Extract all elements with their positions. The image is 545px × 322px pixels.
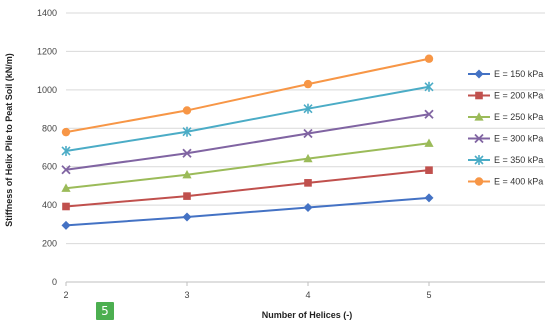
grid-lines [66,12,545,245]
data-point [182,169,192,179]
legend: E = 150 kPa E = 200 kPa E = 250 kPa E = 300… [468,69,543,187]
legend-label: E = 350 kPa [494,155,543,165]
x-tick-label: 4 [305,290,310,300]
data-point [424,193,434,203]
legend-marker [474,177,484,186]
data-point [61,145,71,156]
marker-stroke [424,109,434,119]
series-line [65,113,430,171]
legend-marker [474,133,484,144]
data-point [182,212,192,222]
series-group [61,54,434,230]
series-line [65,57,430,134]
data-point [303,103,313,114]
y-tick-label: 1000 [37,85,57,95]
data-point [303,128,313,139]
y-tick-label: 200 [42,239,57,249]
axes [65,281,545,286]
data-point [62,202,70,211]
x-tick-labels: 2 3 4 5 [63,290,431,300]
legend-label: E = 300 kPa [494,134,543,144]
data-point [425,166,433,174]
series-line [65,169,430,208]
data-point [61,165,71,175]
data-point [424,81,434,92]
legend-item: E = 350 kPa [468,155,543,165]
x-tick-label: 2 [63,290,68,300]
series-line [65,142,430,190]
data-point [61,183,71,192]
y-tick-label: 400 [42,200,57,210]
legend-marker [474,69,484,79]
x-tick-label: 5 [426,290,431,300]
data-point [183,192,191,200]
data-point [303,202,313,212]
legend-item: E = 300 kPa [468,134,543,144]
legend-label: E = 150 kPa [494,69,543,79]
legend-label: E = 200 kPa [494,91,543,101]
legend-item: E = 150 kPa [468,69,543,79]
series [61,81,434,156]
legend-item: E = 200 kPa [468,91,543,101]
x-axis-title: Number of Helices (-) [262,310,353,320]
data-point [182,126,192,137]
legend-marker [474,112,484,121]
marker-stroke [303,128,313,139]
marker-stroke [474,133,484,144]
y-tick-label: 1400 [37,8,57,18]
legend-item: E = 250 kPa [468,112,543,122]
series [62,166,433,211]
data-point [424,109,434,119]
marker-stroke [182,148,192,158]
y-tick-label: 0 [52,277,57,287]
legend-item: E = 400 kPa [468,177,543,187]
data-point [61,220,71,230]
data-point [303,153,313,163]
marker-stroke [61,165,71,175]
data-point [304,179,312,187]
y-axis-title: Stiffness of Helix Pile to Peat Soil (kN… [4,53,14,227]
series-line [65,85,430,152]
data-point [182,148,192,158]
y-tick-labels: 0 200 400 600 800 1000 1200 1400 [37,8,57,287]
series [61,193,434,230]
data-point [182,106,192,115]
data-point [424,54,434,63]
figure-number-badge: 5 [96,302,114,320]
legend-marker [474,155,484,165]
data-point [424,138,434,147]
series-line [65,196,430,227]
data-point [303,79,313,89]
series [61,54,434,137]
series [61,109,434,175]
legend-marker [475,91,483,100]
series [61,138,434,192]
x-tick-label: 3 [184,290,189,300]
legend-label: E = 400 kPa [494,177,543,187]
y-tick-label: 1200 [37,46,57,56]
y-tick-label: 600 [42,162,57,172]
y-tick-label: 800 [42,123,57,133]
legend-label: E = 250 kPa [494,112,543,122]
data-point [61,127,71,137]
